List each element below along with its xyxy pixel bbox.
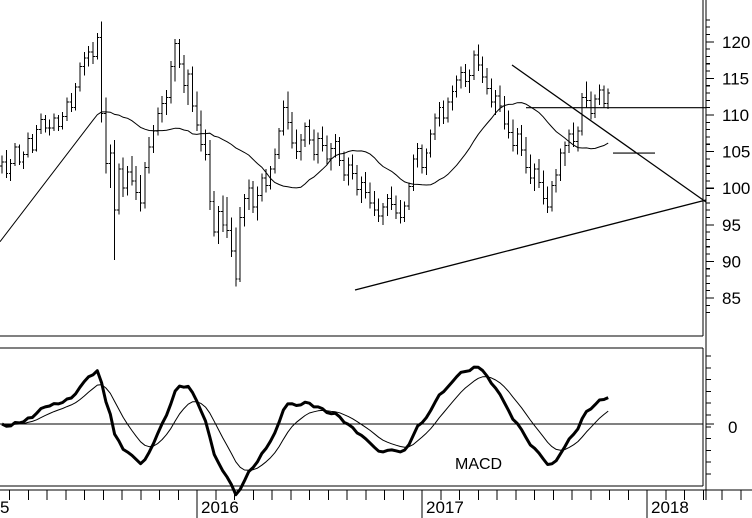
trendline-overlays — [354, 64, 707, 291]
x-tick-label: 2018 — [651, 498, 689, 517]
y-axis-ticks — [706, 19, 714, 475]
macd-panel-frame — [0, 347, 704, 487]
x-axis-ticks — [9, 490, 742, 500]
descending-trendline — [511, 64, 707, 203]
y-tick-label: 120 — [722, 33, 750, 52]
macd-zero-label: 0 — [728, 418, 737, 437]
y-tick-label: 110 — [722, 106, 749, 125]
x-axis-tick-labels: 5 2016 2017 2018 — [0, 498, 689, 517]
y-tick-label: 90 — [722, 252, 741, 271]
y-tick-label: 100 — [722, 179, 750, 198]
x-axis: 5 2016 2017 2018 — [0, 489, 752, 518]
ohlc-bars — [0, 21, 611, 287]
price-panel-frame — [0, 0, 704, 337]
y-axis-tick-labels: 120 115 110 105 100 95 90 85 — [722, 33, 750, 308]
x-tick-label: 2016 — [201, 498, 239, 517]
macd-line — [1, 365, 609, 497]
y-tick-label: 105 — [722, 143, 750, 162]
moving-average-line — [0, 102, 609, 243]
y-tick-label: 95 — [722, 216, 741, 235]
y-tick-label: 85 — [722, 289, 741, 308]
x-tick-label: 2017 — [426, 498, 464, 517]
y-tick-label: 115 — [722, 69, 749, 88]
ascending-trendline — [354, 199, 707, 291]
x-axis-year-separators — [196, 490, 648, 518]
macd-indicator-label: MACD — [455, 456, 502, 473]
x-tick-label: 5 — [0, 498, 9, 517]
macd-signal-line — [1, 376, 609, 471]
y-axis: 120 115 110 105 100 95 90 85 — [705, 0, 750, 500]
